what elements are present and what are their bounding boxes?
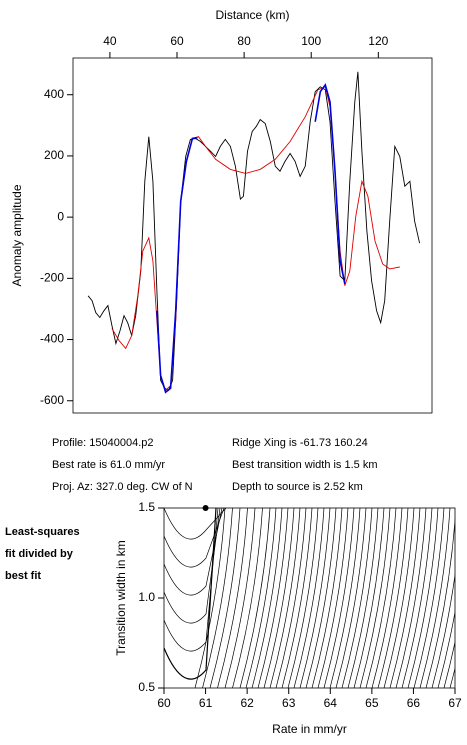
- x-tick-label: 65: [365, 696, 379, 710]
- x-tick-label: 66: [407, 696, 421, 710]
- contour-line: [347, 508, 379, 688]
- contour-line: [305, 508, 337, 688]
- contour-line: [407, 508, 439, 688]
- contour-line: [245, 508, 277, 688]
- contour-line: [263, 508, 295, 688]
- contour-line: [395, 508, 427, 688]
- contour-line: [257, 508, 289, 688]
- contour-line: [164, 508, 217, 680]
- contour-line: [359, 508, 391, 688]
- x-tick-label: 80: [237, 34, 251, 48]
- contour-line: [329, 508, 361, 688]
- contour-line: [413, 508, 445, 688]
- contour-line: [269, 508, 301, 688]
- annotation: Best rate is 61.0 mm/yr: [52, 459, 165, 471]
- contour-line: [323, 508, 355, 688]
- contour-line: [299, 508, 331, 688]
- y-axis-label: Anomaly amplitude: [10, 184, 24, 286]
- contour-line: [443, 640, 455, 688]
- annotation: Proj. Az: 327.0 deg. CW of N: [52, 481, 193, 493]
- x-tick-label: 67: [448, 696, 462, 710]
- y-tick-label: 0: [57, 209, 64, 223]
- x-tick-label: 60: [157, 696, 171, 710]
- y-tick-label: -400: [40, 332, 64, 346]
- contour-line: [365, 508, 397, 688]
- contour-line: [462, 508, 467, 688]
- y-tick-label: -200: [40, 271, 64, 285]
- contour-line: [311, 508, 343, 688]
- plot-frame: [72, 57, 433, 414]
- x-tick-label: 61: [199, 696, 213, 710]
- annotation: best fit: [5, 570, 41, 582]
- x-tick-label: 62: [240, 696, 254, 710]
- contour-line: [251, 508, 283, 688]
- x-tick-label: 120: [368, 34, 388, 48]
- data-line: [111, 86, 400, 392]
- contour-line: [401, 508, 433, 688]
- y-tick-label: -600: [40, 393, 64, 407]
- contour-line: [194, 508, 226, 688]
- y-tick-label: 1.0: [138, 590, 155, 604]
- contours: [164, 508, 467, 688]
- contour-line: [437, 610, 455, 688]
- contour-line: [164, 508, 221, 624]
- y-tick-label: 0.5: [138, 680, 155, 694]
- data-line: [87, 71, 421, 392]
- contour-line: [449, 666, 455, 688]
- best-fit-point: [202, 505, 209, 511]
- contour-line: [164, 508, 219, 652]
- contour-line: [341, 508, 373, 688]
- contour-line: [425, 516, 455, 688]
- x-tick-label: 40: [103, 34, 117, 48]
- contour-line: [217, 508, 248, 688]
- contour-line: [353, 508, 385, 688]
- annotation: Depth to source is 2.52 km: [232, 481, 363, 493]
- y-tick-label: 200: [44, 148, 64, 162]
- annotation: Least-squares: [5, 526, 80, 538]
- annotation: Ridge Xing is -61.73 160.24: [232, 437, 368, 449]
- contour-line: [232, 508, 263, 688]
- contour-line: [371, 508, 403, 688]
- y-axis-label: Transition width in km: [114, 540, 128, 656]
- y-tick-label: 1.5: [138, 500, 155, 514]
- x-tick-label: 64: [324, 696, 338, 710]
- contour-line: [335, 508, 367, 688]
- contour-line: [202, 508, 233, 688]
- contour-line: [275, 508, 307, 688]
- x-axis-label: Distance (km): [215, 8, 289, 22]
- x-tick-label: 63: [282, 696, 296, 710]
- contour-line: [209, 508, 241, 688]
- annotation: fit divided by: [5, 548, 74, 560]
- contour-line: [164, 508, 225, 568]
- contour-line: [377, 508, 409, 688]
- contour-line: [293, 508, 325, 688]
- contour-line: [317, 508, 349, 688]
- x-tick-label: 60: [170, 34, 184, 48]
- contour-line: [287, 508, 319, 688]
- contour-line: [164, 508, 223, 596]
- annotation: Profile: 15040004.p2: [52, 437, 154, 449]
- contour-line: [389, 508, 421, 688]
- x-axis-label: Rate in mm/yr: [272, 722, 347, 736]
- data-line: [156, 83, 346, 394]
- y-tick-label: 400: [44, 87, 64, 101]
- contour-line: [239, 508, 271, 688]
- contour-line: [419, 508, 451, 688]
- contour-line: [224, 508, 256, 688]
- annotation: Best transition width is 1.5 km: [232, 459, 378, 471]
- x-tick-label: 100: [301, 34, 321, 48]
- contour-line: [164, 508, 227, 540]
- contour-line: [281, 508, 313, 688]
- contour-line: [383, 508, 415, 688]
- contour-line: [456, 508, 467, 688]
- contour-line: [431, 572, 455, 688]
